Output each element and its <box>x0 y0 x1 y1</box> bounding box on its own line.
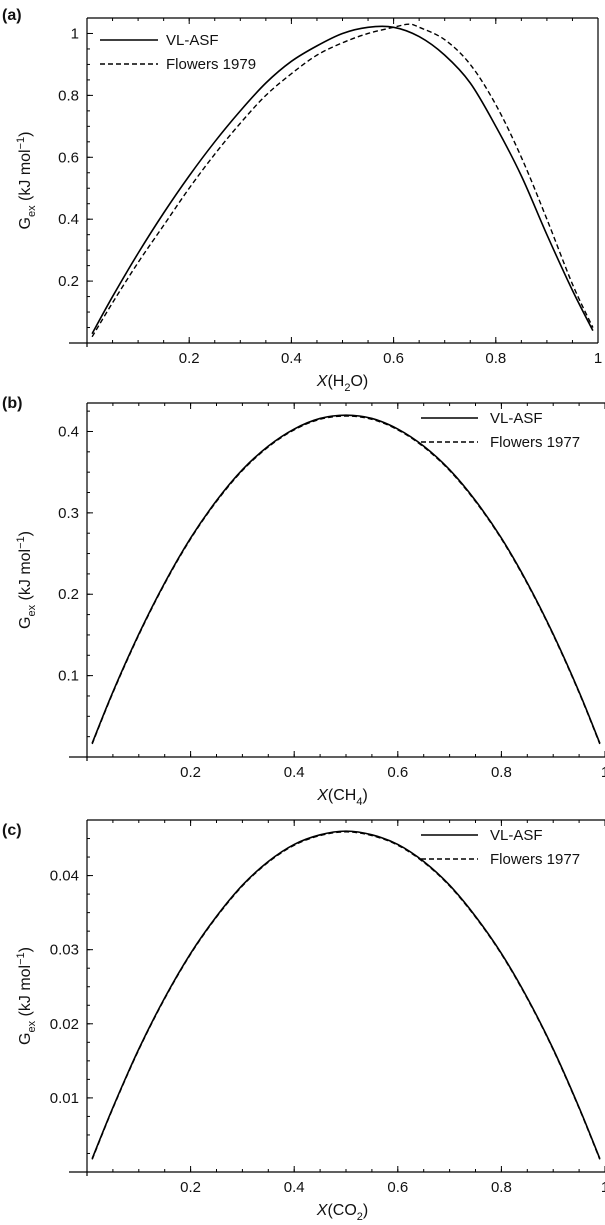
y-axis-title-sub: ex <box>26 1020 38 1032</box>
panel-label: (b) <box>2 395 22 412</box>
panel-label: (c) <box>2 822 22 839</box>
x-axis-title-sub: 4 <box>356 796 362 808</box>
chart-panel-2: 0.20.40.60.810.10.20.30.4(b)X(CH4)Gex (k… <box>2 395 605 808</box>
y-tick-label: 0.4 <box>58 211 79 228</box>
x-axis-title-sub: 2 <box>357 1211 363 1223</box>
chart-panel-3: 0.20.40.60.810.010.020.030.04(c)X(CO2)Ge… <box>2 819 605 1223</box>
y-axis-title-mid: (kJ mol <box>17 549 34 605</box>
x-axis-title-tail: ) <box>363 1202 368 1219</box>
y-tick-label: 0.04 <box>50 868 79 885</box>
legend-label-2: Flowers 1979 <box>166 56 256 73</box>
x-axis-title-var: X <box>316 373 329 390</box>
y-tick-label: 0.3 <box>58 505 79 522</box>
x-axis-title-main: (CO <box>327 1202 356 1219</box>
y-tick-label: 0.2 <box>58 586 79 603</box>
series-line-flowers <box>91 831 601 1160</box>
x-tick-label: 0.6 <box>383 350 404 367</box>
y-tick-label: 0.02 <box>50 1016 79 1033</box>
x-tick-label: 0.2 <box>180 764 201 781</box>
y-tick-label: 0.6 <box>58 149 79 166</box>
y-tick-label: 0.4 <box>58 423 79 440</box>
y-tick-label: 0.8 <box>58 87 79 104</box>
series-line-flowers <box>91 23 594 338</box>
y-axis-title: Gex (kJ mol−1) <box>15 531 38 629</box>
y-tick-label: 0.1 <box>58 668 79 685</box>
x-axis-title: X(CH4) <box>316 787 368 808</box>
x-tick-label: 1 <box>601 764 605 781</box>
x-tick-label: 0.4 <box>281 350 302 367</box>
x-axis-title-var: X <box>316 1202 329 1219</box>
y-axis-title-sup: −1 <box>15 952 27 965</box>
legend: VL-ASF Flowers 1977 <box>421 827 580 868</box>
y-tick-label: 0.03 <box>50 942 79 959</box>
x-tick-label: 0.8 <box>491 764 512 781</box>
series-line-vl-asf <box>91 25 594 335</box>
x-axis-title-tail: O) <box>350 373 368 390</box>
x-axis-title-sub: 2 <box>344 382 350 394</box>
series-line-vl-asf <box>91 414 601 744</box>
x-tick-label: 1 <box>601 1179 605 1196</box>
y-axis-title-main: G <box>17 217 34 229</box>
legend-label-1: VL-ASF <box>490 410 543 427</box>
legend-label-1: VL-ASF <box>490 827 543 844</box>
y-axis-title-sub: ex <box>26 205 38 217</box>
y-axis-title-tail: ) <box>17 132 34 137</box>
legend: VL-ASF Flowers 1979 <box>100 32 256 73</box>
y-axis-title-sup: −1 <box>15 536 27 549</box>
y-axis-title: Gex (kJ mol−1) <box>15 947 38 1045</box>
series-line-flowers <box>91 415 601 745</box>
y-tick-label: 1 <box>71 25 79 42</box>
legend: VL-ASF Flowers 1977 <box>421 410 580 451</box>
x-tick-label: 0.2 <box>179 350 200 367</box>
y-axis-title-sup: −1 <box>15 137 27 150</box>
y-tick-label: 0.2 <box>58 273 79 290</box>
x-axis-title: X(H2O) <box>316 373 368 394</box>
x-tick-label: 0.8 <box>491 1179 512 1196</box>
y-axis-title-mid: (kJ mol <box>17 965 34 1021</box>
x-axis-title-tail: ) <box>362 787 367 804</box>
x-tick-label: 0.6 <box>387 1179 408 1196</box>
series-line-vl-asf <box>91 830 601 1159</box>
x-tick-label: 0.8 <box>485 350 506 367</box>
chart-panel-1: 0.2 0.4 0.6 0.8 1 0.2 0.4 0.6 0.8 1 (a) X(H2O) Gex (… <box>2 7 602 394</box>
y-axis-title-tail: ) <box>17 947 34 952</box>
legend-label-2: Flowers 1977 <box>490 851 580 868</box>
x-tick-label: 0.2 <box>180 1179 201 1196</box>
y-axis-title-sub: ex <box>26 604 38 616</box>
y-tick-label: 0.01 <box>50 1090 79 1107</box>
y-axis-title-tail: ) <box>17 531 34 536</box>
x-tick-label: 0.4 <box>284 764 305 781</box>
x-tick-label: 0.6 <box>387 764 408 781</box>
legend-label-1: VL-ASF <box>166 32 219 49</box>
y-axis-title-main: G <box>17 617 34 629</box>
x-axis-title-var: X <box>316 787 329 804</box>
x-axis-title-main: (CH <box>328 787 356 804</box>
y-axis-title-main: G <box>17 1033 34 1045</box>
legend-label-2: Flowers 1977 <box>490 434 580 451</box>
x-axis-title: X(CO2) <box>316 1202 368 1223</box>
x-tick-label: 1 <box>594 350 602 367</box>
y-axis-title-mid: (kJ mol <box>17 149 34 205</box>
y-axis-title: Gex (kJ mol−1) <box>15 132 38 230</box>
panel-label: (a) <box>2 7 22 24</box>
x-axis-title-main: (H <box>327 373 344 390</box>
x-tick-label: 0.4 <box>284 1179 305 1196</box>
